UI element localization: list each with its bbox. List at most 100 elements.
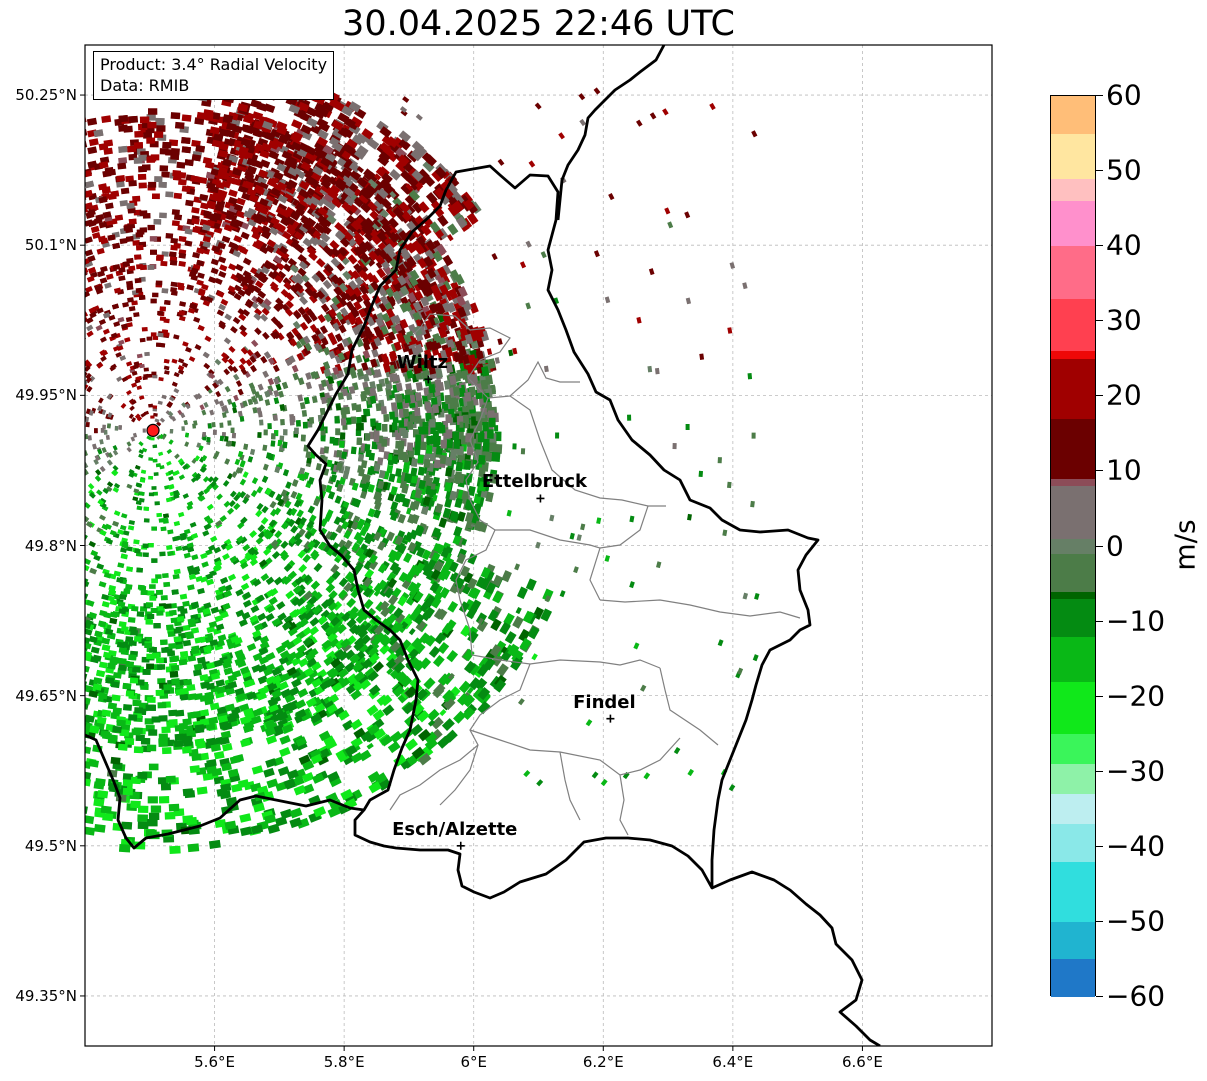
velocity-bin — [158, 518, 165, 523]
velocity-bin — [136, 567, 143, 573]
velocity-bin — [389, 411, 396, 420]
velocity-bin — [178, 252, 187, 259]
velocity-bin — [313, 498, 321, 507]
velocity-bin — [344, 406, 351, 415]
velocity-bin — [158, 733, 168, 741]
velocity-bin — [266, 178, 278, 188]
velocity-bin — [177, 358, 185, 364]
velocity-bin — [334, 416, 340, 424]
velocity-bin — [142, 668, 151, 675]
velocity-bin — [380, 406, 387, 415]
velocity-bin — [94, 428, 98, 434]
velocity-bin — [397, 595, 408, 607]
velocity-bin — [96, 489, 103, 496]
velocity-bin — [438, 517, 448, 528]
velocity-bin — [118, 145, 128, 153]
velocity-bin — [158, 181, 167, 188]
velocity-bin — [122, 301, 129, 308]
velocity-bin — [426, 445, 433, 454]
velocity-bin — [204, 697, 214, 706]
velocity-bin — [249, 577, 259, 586]
velocity-bin — [79, 461, 85, 467]
velocity-bin — [144, 718, 154, 725]
velocity-bin — [221, 412, 227, 418]
velocity-bin — [112, 725, 122, 733]
velocity-bin — [100, 730, 111, 738]
velocity-bin — [446, 439, 453, 449]
velocity-bin — [85, 467, 86, 475]
velocity-bin — [381, 423, 388, 432]
velocity-bin — [282, 263, 292, 273]
velocity-bin — [146, 663, 155, 670]
velocity-bin — [212, 483, 219, 491]
velocity-bin — [199, 466, 206, 473]
velocity-bin — [101, 115, 112, 124]
velocity-bin — [87, 435, 92, 441]
velocity-bin — [166, 544, 173, 550]
velocity-bin — [154, 176, 163, 183]
velocity-bin — [105, 485, 113, 493]
velocity-bin — [164, 603, 172, 609]
velocity-bin — [169, 429, 174, 434]
velocity-bin — [191, 154, 202, 162]
velocity-bin — [148, 763, 159, 771]
velocity-bin — [147, 542, 154, 548]
velocity-bin — [164, 484, 170, 490]
velocity-bin — [187, 843, 200, 853]
velocity-bin — [445, 456, 453, 467]
velocity-bin — [414, 392, 422, 402]
velocity-bin — [272, 414, 278, 422]
velocity-bin — [130, 436, 136, 442]
velocity-bin — [255, 509, 263, 518]
velocity-bin — [351, 402, 358, 411]
velocity-bin — [170, 281, 178, 288]
velocity-bin — [452, 386, 461, 396]
velocity-bin — [137, 814, 148, 822]
velocity-bin — [151, 371, 157, 376]
velocity-bin — [215, 593, 224, 601]
velocity-bin — [282, 469, 290, 477]
velocity-bin — [282, 441, 288, 449]
velocity-bin — [355, 404, 362, 413]
velocity-bin — [363, 598, 374, 610]
velocity-bin — [181, 114, 192, 122]
velocity-bin — [363, 560, 373, 571]
velocity-bin — [118, 124, 128, 132]
velocity-bin — [417, 466, 425, 476]
velocity-bin — [310, 661, 322, 672]
velocity-bin — [211, 422, 216, 428]
velocity-bin — [152, 374, 158, 379]
velocity-bin — [433, 459, 441, 469]
velocity-bin — [261, 505, 269, 514]
velocity-bin — [417, 454, 424, 464]
velocity-bin — [227, 507, 235, 515]
velocity-bin — [128, 218, 137, 225]
velocity-bin — [271, 433, 276, 440]
velocity-bin — [247, 398, 254, 406]
velocity-bin — [383, 413, 390, 422]
velocity-bin — [214, 277, 223, 285]
velocity-bin — [391, 422, 398, 431]
velocity-bin — [350, 446, 357, 455]
velocity-bin — [319, 518, 328, 528]
velocity-bin — [87, 255, 96, 263]
velocity-bin — [221, 356, 229, 364]
velocity-bin — [432, 404, 440, 414]
velocity-bin — [118, 157, 128, 165]
velocity-bin — [88, 611, 98, 619]
velocity-bin — [157, 664, 166, 670]
velocity-bin — [95, 324, 103, 332]
velocity-bin — [95, 284, 103, 292]
velocity-bin — [402, 408, 410, 418]
velocity-bin — [232, 373, 240, 381]
velocity-bin — [181, 136, 191, 145]
velocity-bin — [477, 432, 485, 443]
velocity-bin — [232, 316, 241, 325]
velocity-bin — [323, 446, 330, 454]
velocity-bin — [153, 623, 161, 629]
velocity-bin — [159, 306, 166, 312]
velocity-bin — [336, 449, 343, 458]
velocity-bin — [136, 611, 145, 617]
velocity-bin — [404, 394, 411, 404]
